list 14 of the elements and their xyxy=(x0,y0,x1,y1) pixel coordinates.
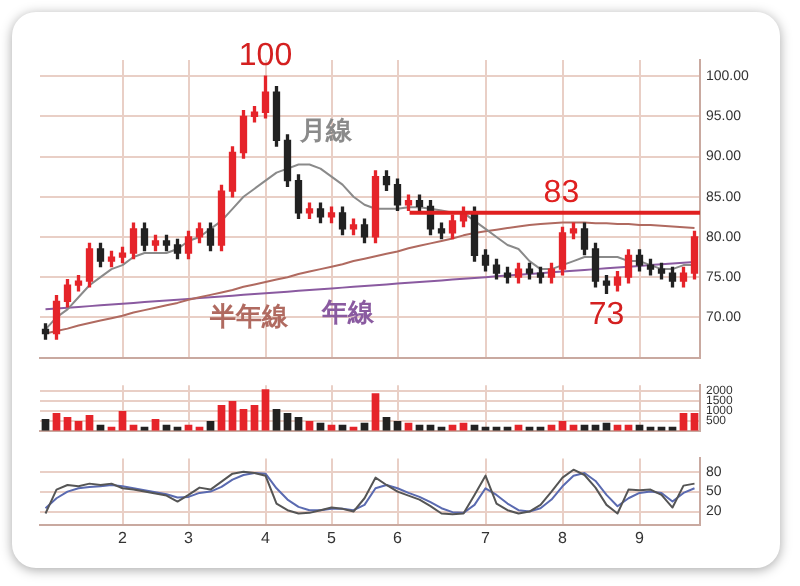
x-tick-label: 9 xyxy=(635,528,646,547)
x-tick-label: 2 xyxy=(118,528,129,547)
x-tick-label: 6 xyxy=(393,528,404,547)
x-tick-label: 3 xyxy=(184,528,195,547)
series-label: 月線 xyxy=(297,117,354,148)
annotation: 73 xyxy=(588,298,625,333)
series-label: 半年線 xyxy=(207,302,290,333)
annotation: 100 xyxy=(238,38,293,73)
x-tick-label: 8 xyxy=(558,528,569,547)
ref-line-label: 83 xyxy=(543,175,580,210)
series-label: 年線 xyxy=(319,299,376,330)
x-tick-label: 7 xyxy=(481,528,492,547)
x-tick-label: 4 xyxy=(261,528,272,547)
x-tick-label: 5 xyxy=(327,528,338,547)
